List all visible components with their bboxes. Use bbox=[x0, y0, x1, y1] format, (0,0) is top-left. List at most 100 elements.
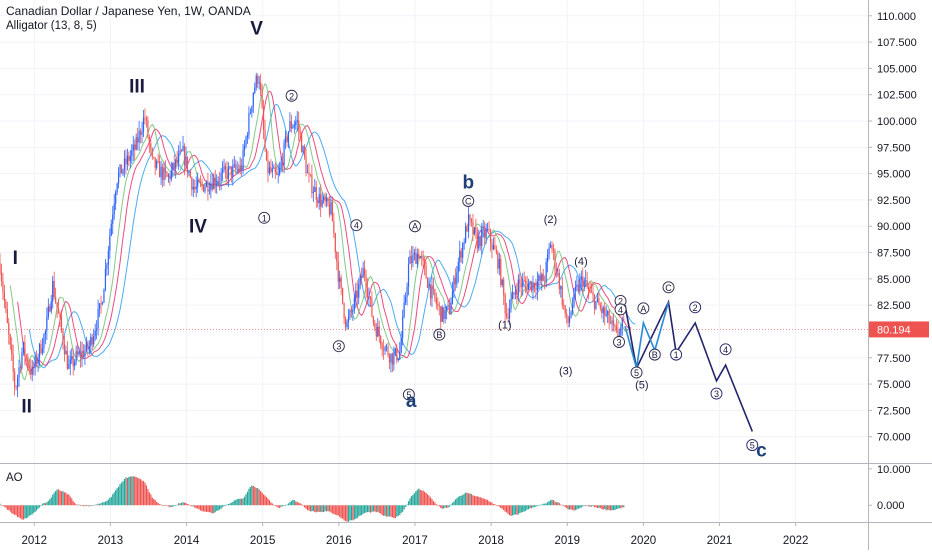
candle-body bbox=[432, 285, 435, 290]
ao-bar bbox=[97, 503, 99, 506]
candle-body bbox=[82, 350, 85, 357]
candle-body bbox=[513, 292, 515, 295]
candle-body bbox=[131, 150, 133, 157]
ao-bar bbox=[590, 505, 593, 507]
candle-body bbox=[252, 93, 254, 107]
candle-body bbox=[365, 275, 367, 289]
ao-bar bbox=[415, 491, 417, 506]
ao-bar bbox=[120, 482, 123, 506]
ao-bar bbox=[438, 505, 440, 507]
candle-body bbox=[229, 166, 231, 168]
ao-bar bbox=[34, 505, 36, 512]
ao-bar bbox=[233, 500, 235, 506]
ao-bar bbox=[356, 505, 358, 519]
wave-circle-label: 5 bbox=[406, 390, 411, 400]
ao-bar bbox=[381, 505, 383, 516]
candle-body bbox=[396, 348, 398, 361]
ao-bar bbox=[204, 505, 206, 512]
candle-body bbox=[508, 308, 511, 319]
wave-label: (2) bbox=[544, 214, 557, 226]
ao-bar bbox=[623, 505, 625, 508]
candle-body bbox=[358, 284, 360, 298]
ao-bar bbox=[22, 505, 25, 520]
candle-body bbox=[280, 161, 282, 168]
candle-body bbox=[412, 254, 414, 263]
ao-bar bbox=[197, 505, 199, 509]
ao-bar bbox=[185, 502, 187, 506]
candle-body bbox=[539, 275, 541, 281]
price-tick-label: 97.500 bbox=[877, 142, 911, 154]
ao-bar bbox=[264, 495, 266, 506]
candle-body bbox=[542, 274, 544, 281]
ao-bar bbox=[372, 505, 374, 512]
ao-bar bbox=[82, 505, 85, 507]
candle-body bbox=[568, 317, 571, 323]
wave-circle-label: 3 bbox=[714, 389, 719, 399]
candle-body bbox=[295, 121, 297, 126]
ao-bar bbox=[358, 505, 360, 517]
ao-bar bbox=[262, 494, 265, 506]
ao-bar bbox=[463, 493, 465, 506]
ao-bar bbox=[469, 493, 471, 506]
ao-bar bbox=[88, 505, 90, 507]
candle-body bbox=[571, 305, 574, 313]
alligator-jaw-line bbox=[28, 103, 636, 369]
candle-body bbox=[126, 155, 128, 165]
ao-bar bbox=[201, 505, 203, 512]
ao-bar bbox=[361, 505, 363, 516]
ao-bar bbox=[145, 485, 148, 506]
ao-bar bbox=[71, 498, 73, 506]
candle-body bbox=[435, 298, 437, 304]
ao-bar bbox=[260, 491, 262, 506]
candle-body bbox=[577, 284, 579, 292]
wave-circle bbox=[258, 211, 271, 224]
candle-body bbox=[403, 302, 405, 317]
candle-body bbox=[507, 316, 509, 319]
candle-body bbox=[347, 316, 350, 322]
ao-bar bbox=[306, 505, 309, 511]
ao-bar bbox=[173, 505, 175, 506]
ao-bar bbox=[353, 505, 355, 520]
ao-bar bbox=[31, 505, 33, 515]
candle-body bbox=[576, 284, 578, 287]
ao-bar bbox=[159, 504, 161, 506]
ao-bar bbox=[497, 505, 499, 506]
candle-body bbox=[486, 228, 489, 230]
ao-bar bbox=[363, 505, 366, 514]
candle-body bbox=[339, 277, 341, 282]
candle-body bbox=[268, 167, 271, 173]
ao-bar bbox=[339, 505, 341, 517]
ao-bar bbox=[558, 503, 560, 506]
ao-bar bbox=[245, 494, 247, 506]
ao-bar bbox=[66, 494, 68, 506]
candle-body bbox=[434, 289, 436, 299]
ao-bar bbox=[268, 500, 271, 506]
candle-body bbox=[81, 350, 83, 358]
candle-body bbox=[544, 280, 546, 282]
ao-bar bbox=[570, 505, 572, 510]
candle-body bbox=[394, 348, 396, 354]
ao-bar bbox=[402, 505, 404, 512]
candle-body bbox=[5, 301, 7, 310]
candle-body bbox=[489, 229, 492, 243]
candle-body bbox=[298, 120, 300, 131]
candle-body bbox=[77, 351, 79, 355]
ao-bar bbox=[191, 505, 193, 507]
ao-bar bbox=[615, 505, 618, 510]
candle-body bbox=[371, 298, 373, 317]
ao-bar bbox=[588, 505, 590, 507]
ao-bar bbox=[573, 505, 575, 511]
candle-body bbox=[289, 121, 291, 132]
ao-bar bbox=[200, 505, 202, 511]
candle-body bbox=[609, 322, 612, 324]
candle-body bbox=[41, 348, 44, 353]
ao-bar bbox=[18, 505, 20, 518]
ao-bar bbox=[443, 505, 445, 509]
ao-bar bbox=[293, 499, 295, 506]
ao-bar bbox=[620, 505, 622, 509]
candle-body bbox=[497, 252, 499, 269]
ao-bar bbox=[330, 505, 332, 513]
candle-body bbox=[349, 310, 351, 317]
